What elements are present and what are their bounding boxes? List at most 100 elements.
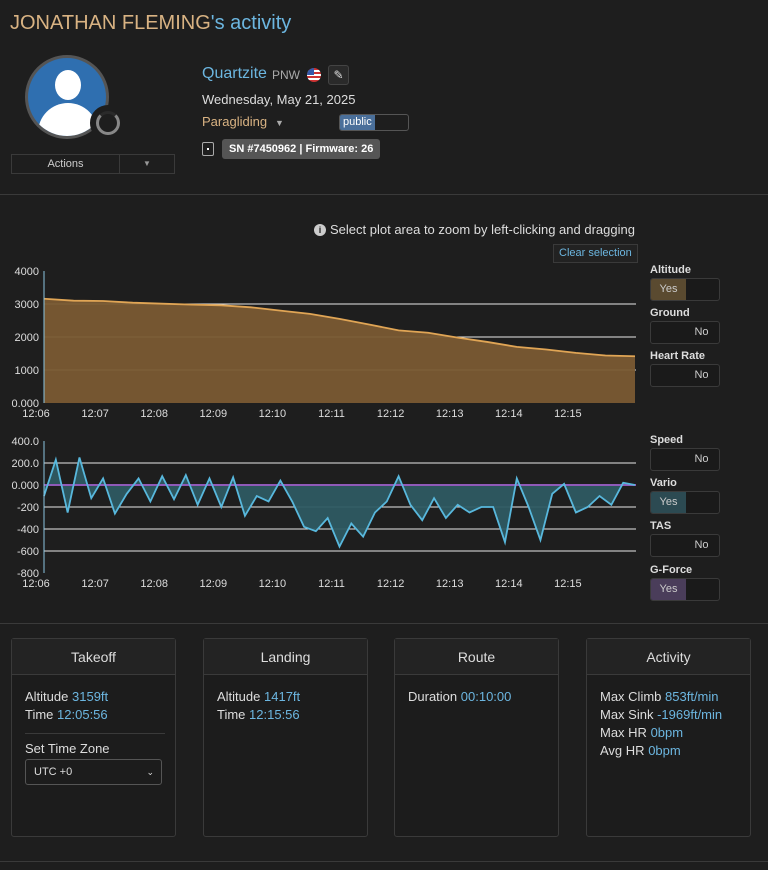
- toggle-state: No: [694, 326, 709, 338]
- max-sink: Max Sink -1969ft/min: [600, 707, 723, 722]
- y-tick-label: 3000: [15, 299, 39, 311]
- x-tick-label: 12:09: [200, 578, 228, 590]
- toggle-label-tas: TAS: [650, 520, 672, 532]
- x-tick-label: 12:08: [140, 408, 168, 420]
- landing-time: Time 12:15:56: [217, 707, 300, 722]
- x-tick-label: 12:06: [22, 578, 50, 590]
- activity-type-dropdown[interactable]: Paragliding ▼: [202, 114, 284, 129]
- actions-dropdown[interactable]: Actions ▼: [11, 154, 175, 174]
- page-title: JONATHAN FLEMING's activity: [10, 12, 292, 34]
- y-tick-label: 0.000: [11, 480, 39, 492]
- loading-spinner-icon: [90, 105, 126, 141]
- toggle-state: No: [694, 453, 709, 465]
- y-tick-label: 2000: [15, 332, 39, 344]
- divider: [0, 194, 768, 195]
- toggle-state: No: [694, 369, 709, 381]
- y-tick-label: 200.0: [11, 458, 39, 470]
- takeoff-card-title: Takeoff: [12, 639, 175, 675]
- vario-line: [43, 456, 636, 549]
- x-tick-label: 12:15: [554, 408, 582, 420]
- x-tick-label: 12:13: [436, 408, 464, 420]
- y-tick-label: 400.0: [11, 436, 39, 448]
- x-tick-label: 12:11: [318, 578, 345, 590]
- clear-selection-button[interactable]: Clear selection: [553, 244, 638, 263]
- x-tick-label: 12:14: [495, 578, 523, 590]
- landing-altitude: Altitude 1417ft: [217, 689, 301, 704]
- avatar[interactable]: [25, 55, 109, 139]
- x-tick-label: 12:11: [318, 408, 345, 420]
- y-tick-label: -200: [17, 502, 39, 514]
- toggle-heart-rate[interactable]: No: [650, 364, 720, 387]
- device-icon: [202, 142, 214, 156]
- x-tick-label: 12:14: [495, 408, 523, 420]
- toggle-vario[interactable]: Yes: [650, 491, 720, 514]
- max-climb: Max Climb 853ft/min: [600, 689, 719, 704]
- toggle-state: Yes: [651, 579, 686, 600]
- toggle-state: Yes: [651, 492, 686, 513]
- x-tick-label: 12:06: [22, 408, 50, 420]
- toggle-state: Yes: [651, 279, 686, 300]
- x-tick-label: 12:10: [259, 408, 287, 420]
- x-tick-label: 12:12: [377, 408, 405, 420]
- y-tick-label: -800: [17, 568, 39, 580]
- actions-label[interactable]: Actions: [12, 155, 120, 173]
- toggle-ground[interactable]: No: [650, 321, 720, 344]
- timezone-select[interactable]: UTC +0 ⌄: [25, 759, 162, 785]
- x-tick-label: 12:09: [200, 408, 228, 420]
- route-card: Route Duration 00:10:00: [394, 638, 559, 837]
- y-tick-label: -600: [17, 546, 39, 558]
- altitude-area: [44, 298, 635, 403]
- visibility-toggle[interactable]: public: [339, 114, 409, 131]
- device-badge: SN #7450962 | Firmware: 26: [222, 139, 381, 159]
- x-tick-label: 12:07: [81, 408, 109, 420]
- y-tick-label: 0.000: [11, 398, 39, 410]
- timezone-label: Set Time Zone: [25, 741, 110, 756]
- x-tick-label: 12:13: [436, 578, 464, 590]
- y-tick-label: -400: [17, 524, 39, 536]
- vario-area: [44, 457, 635, 547]
- takeoff-altitude: Altitude 3159ft: [25, 689, 109, 704]
- x-tick-label: 12:12: [377, 578, 405, 590]
- toggle-state: No: [694, 539, 709, 551]
- max-hr: Max HR 0bpm: [600, 725, 684, 740]
- takeoff-time: Time 12:05:56: [25, 707, 108, 722]
- landing-card-title: Landing: [204, 639, 367, 675]
- landing-card: Landing Altitude 1417ft Time 12:15:56: [203, 638, 368, 837]
- toggle-label-vario: Vario: [650, 477, 677, 489]
- y-tick-label: 4000: [15, 266, 39, 278]
- takeoff-card: Takeoff Altitude 3159ft Time 12:05:56 Se…: [11, 638, 176, 837]
- info-icon: i: [314, 224, 326, 236]
- route-card-title: Route: [395, 639, 558, 675]
- avatar-head-shape: [55, 70, 81, 100]
- chevron-down-icon: ▼: [275, 118, 284, 128]
- activity-card: Activity Max Climb 853ft/min Max Sink -1…: [586, 638, 751, 837]
- altitude-line: [43, 297, 636, 358]
- us-flag-icon: [307, 68, 321, 82]
- toggle-label-g-force: G-Force: [650, 564, 693, 576]
- divider: [0, 861, 768, 862]
- toggle-altitude[interactable]: Yes: [650, 278, 720, 301]
- x-tick-label: 12:07: [81, 578, 109, 590]
- toggle-label-heart-rate: Heart Rate: [650, 350, 706, 362]
- toggle-label-speed: Speed: [650, 434, 684, 446]
- chevron-down-icon: ⌄: [146, 767, 154, 777]
- x-tick-label: 12:08: [140, 578, 168, 590]
- edit-pencil-icon[interactable]: ✎: [328, 65, 349, 85]
- divider: [0, 623, 768, 624]
- site-name[interactable]: Quartzite: [202, 65, 267, 82]
- y-tick-label: 1000: [15, 365, 39, 377]
- toggle-tas[interactable]: No: [650, 534, 720, 557]
- site-region: PNW: [272, 68, 300, 82]
- avatar-body-shape: [38, 103, 98, 136]
- activity-date: Wednesday, May 21, 2025: [202, 92, 356, 107]
- toggle-label-ground: Ground: [650, 307, 690, 319]
- toggle-label-altitude: Altitude: [650, 264, 691, 276]
- toggle-speed[interactable]: No: [650, 448, 720, 471]
- chevron-down-icon[interactable]: ▼: [143, 159, 151, 168]
- avg-hr: Avg HR 0bpm: [600, 743, 681, 758]
- x-tick-label: 12:15: [554, 578, 582, 590]
- x-tick-label: 12:10: [259, 578, 287, 590]
- visibility-label: public: [343, 116, 372, 128]
- toggle-g-force[interactable]: Yes: [650, 578, 720, 601]
